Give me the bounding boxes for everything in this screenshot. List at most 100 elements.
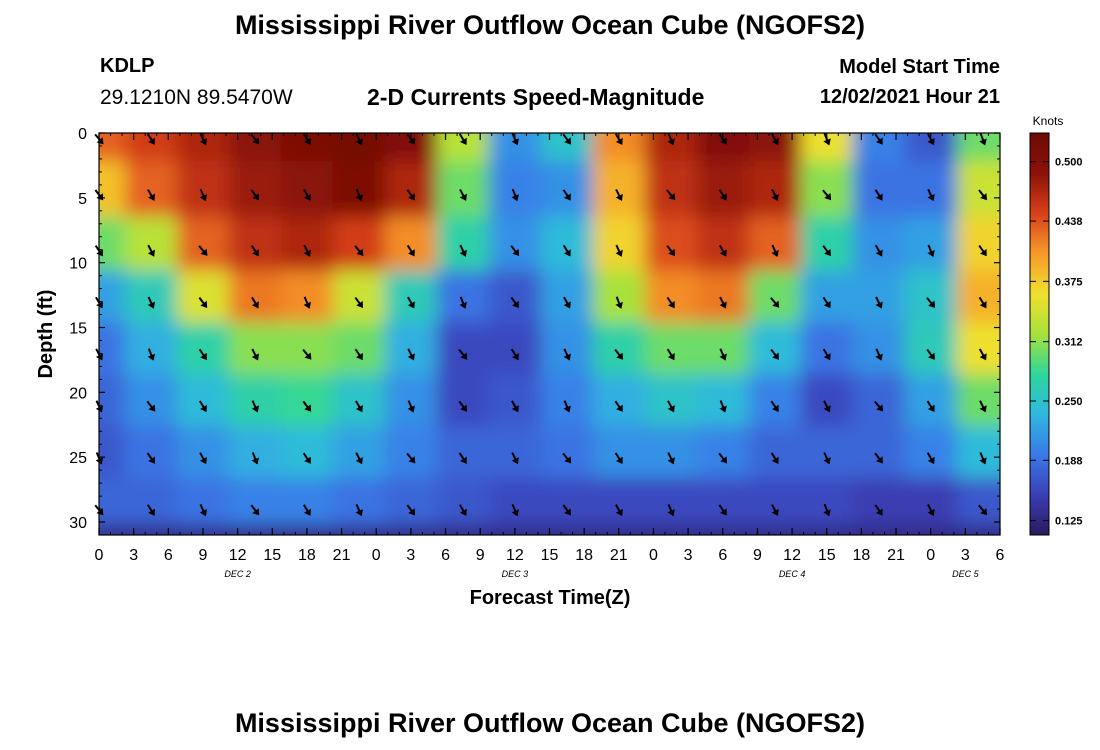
current-arrow bbox=[822, 189, 832, 201]
current-arrow bbox=[199, 504, 208, 517]
heatmap-cell bbox=[800, 160, 854, 218]
heatmap-cell bbox=[228, 426, 282, 479]
heatmap-cell bbox=[332, 270, 386, 324]
y-tick-label: 25 bbox=[69, 450, 87, 467]
heatmap-cell bbox=[488, 160, 542, 218]
heatmap-cell bbox=[540, 477, 594, 526]
heatmap-cell bbox=[956, 133, 1000, 162]
current-arrow bbox=[979, 452, 987, 465]
heatmap-cell bbox=[332, 374, 386, 428]
current-arrow bbox=[251, 452, 260, 465]
heatmap-cell bbox=[99, 133, 126, 162]
current-arrow bbox=[666, 189, 676, 201]
x-tick-label: 21 bbox=[887, 547, 905, 564]
current-arrow bbox=[147, 296, 156, 309]
current-arrow bbox=[979, 133, 987, 146]
heatmap-cell bbox=[228, 374, 282, 428]
current-arrow bbox=[926, 297, 936, 308]
current-arrow bbox=[823, 452, 831, 465]
y-tick-label: 0 bbox=[78, 126, 87, 143]
heatmap-cell bbox=[540, 270, 594, 324]
heatmap-cell bbox=[384, 270, 438, 324]
current-arrow bbox=[406, 189, 415, 201]
heatmap-cell bbox=[956, 477, 1000, 526]
heatmap-cell bbox=[384, 477, 438, 526]
heatmap-cell bbox=[852, 426, 906, 479]
heatmap-cell bbox=[99, 477, 126, 526]
current-arrow bbox=[147, 189, 155, 201]
heatmap-cell bbox=[748, 322, 802, 376]
current-arrow bbox=[511, 503, 519, 517]
heatmap-cell bbox=[124, 160, 178, 218]
current-arrow bbox=[979, 400, 987, 413]
heatmap-cell bbox=[99, 322, 126, 376]
x-tick-label: 6 bbox=[996, 547, 1005, 564]
y-tick-label: 10 bbox=[69, 256, 87, 273]
current-arrow bbox=[614, 348, 624, 360]
current-arrow bbox=[146, 400, 156, 412]
current-arrow bbox=[614, 400, 623, 412]
current-arrow bbox=[458, 504, 467, 516]
heatmap-cell bbox=[488, 477, 542, 526]
x-tick-label: 9 bbox=[476, 547, 485, 564]
current-arrow bbox=[666, 245, 676, 257]
x-tick-label: 3 bbox=[406, 547, 415, 564]
heatmap-cell bbox=[124, 133, 178, 162]
heatmap-cell bbox=[280, 426, 334, 479]
current-arrow bbox=[926, 348, 935, 360]
heatmap-cell bbox=[592, 322, 646, 376]
current-arrow bbox=[718, 244, 727, 257]
heatmap-cell bbox=[644, 322, 698, 376]
heatmap-cell bbox=[99, 426, 126, 479]
heatmap-cell bbox=[124, 216, 178, 272]
current-arrow bbox=[251, 296, 259, 309]
x-tick-label: 0 bbox=[649, 547, 658, 564]
date-label: DEC 2 bbox=[224, 569, 251, 579]
x-tick-label: 18 bbox=[852, 547, 870, 564]
current-arrow bbox=[406, 244, 415, 257]
current-arrow bbox=[562, 244, 571, 257]
heatmap-cell bbox=[956, 270, 1000, 324]
heatmap-cell bbox=[280, 477, 334, 526]
heatmap-cell bbox=[800, 322, 854, 376]
x-tick-label: 12 bbox=[506, 547, 524, 564]
colorbar-tick-label: 0.312 bbox=[1055, 337, 1083, 349]
current-arrow bbox=[978, 245, 987, 257]
current-arrow bbox=[667, 133, 675, 146]
heatmap-cell bbox=[488, 374, 542, 428]
x-tick-label: 21 bbox=[610, 547, 628, 564]
station-coordinates: 29.1210N 89.5470W bbox=[100, 86, 293, 109]
current-arrow bbox=[978, 189, 987, 201]
current-arrow bbox=[667, 452, 675, 465]
date-label: DEC 3 bbox=[502, 569, 529, 579]
heatmap-cell bbox=[124, 270, 178, 324]
current-arrow bbox=[510, 348, 519, 361]
heatmap-cell bbox=[436, 270, 490, 324]
heatmap-cell bbox=[176, 216, 230, 272]
heatmap-cell bbox=[540, 216, 594, 272]
heatmap-cell bbox=[852, 160, 906, 218]
heatmap-cell bbox=[436, 322, 490, 376]
current-arrow bbox=[927, 504, 935, 517]
current-arrow bbox=[406, 504, 416, 516]
colorbar-tick-label: 0.438 bbox=[1055, 216, 1083, 228]
colorbar-scale bbox=[1029, 132, 1050, 536]
current-arrow bbox=[562, 452, 572, 464]
y-axis-label: Depth (ft) bbox=[35, 290, 57, 379]
current-arrow bbox=[718, 504, 727, 516]
current-arrow bbox=[250, 244, 259, 257]
current-vectors bbox=[94, 133, 988, 517]
heatmap-cell bbox=[748, 160, 802, 218]
heatmap-cell bbox=[436, 216, 490, 272]
heatmap-cell bbox=[488, 270, 542, 324]
heatmap-cell bbox=[332, 133, 386, 162]
current-arrow bbox=[458, 400, 467, 412]
heatmap-cell bbox=[176, 322, 230, 376]
current-arrow bbox=[199, 400, 207, 413]
heatmap-cell bbox=[748, 133, 802, 162]
x-tick-label: 0 bbox=[372, 547, 381, 564]
current-arrow bbox=[563, 400, 571, 413]
current-arrow bbox=[199, 452, 207, 465]
current-arrow bbox=[355, 400, 363, 413]
heatmap-cell bbox=[228, 160, 282, 218]
